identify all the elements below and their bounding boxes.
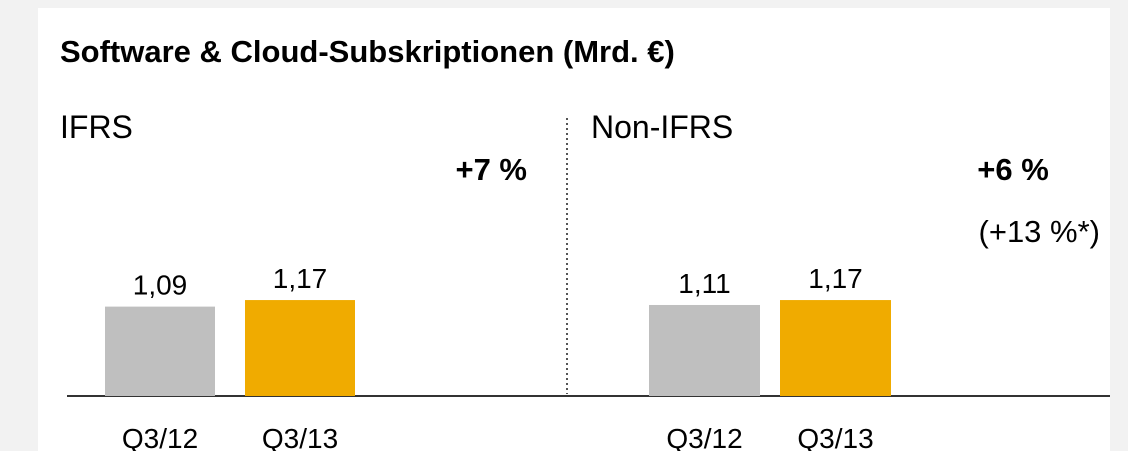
x-tick-label: Q3/13 bbox=[262, 423, 338, 451]
value-label: 1,17 bbox=[273, 263, 328, 294]
x-tick-label: Q3/12 bbox=[122, 423, 198, 451]
value-label: 1,17 bbox=[808, 263, 863, 294]
bar bbox=[780, 300, 891, 396]
bar bbox=[105, 306, 215, 396]
annotation: +6 % bbox=[977, 152, 1049, 187]
subtitle: Non-IFRS bbox=[591, 109, 733, 145]
x-tick-label: Q3/12 bbox=[666, 423, 742, 451]
value-label: 1,09 bbox=[133, 270, 188, 301]
annotation: +7 % bbox=[455, 152, 527, 187]
title: Software & Cloud-Subskriptionen (Mrd. €) bbox=[60, 34, 675, 69]
bar bbox=[245, 300, 355, 396]
bar bbox=[649, 304, 760, 396]
annotation: (+13 %*) bbox=[979, 214, 1100, 249]
x-tick-label: Q3/13 bbox=[797, 423, 873, 451]
subtitle: IFRS bbox=[60, 109, 133, 145]
value-label: 1,11 bbox=[678, 268, 730, 299]
panel bbox=[38, 8, 1110, 451]
